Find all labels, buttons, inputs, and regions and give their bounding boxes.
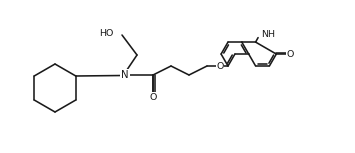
Text: HO: HO [100, 29, 114, 38]
Text: NH: NH [262, 30, 275, 39]
Text: O: O [286, 50, 294, 59]
Text: O: O [149, 93, 157, 101]
Text: N: N [121, 70, 129, 80]
Text: O: O [216, 62, 224, 71]
